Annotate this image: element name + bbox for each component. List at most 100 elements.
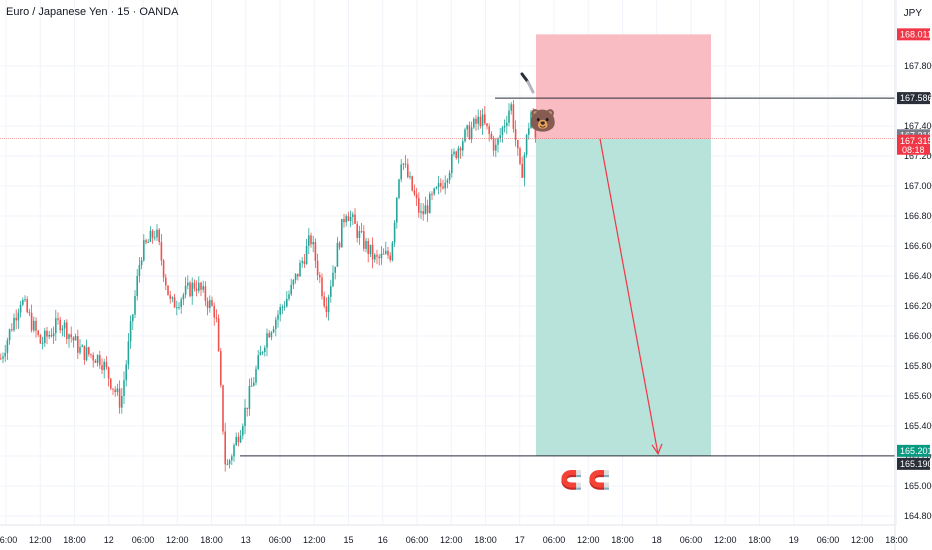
- candle-body: [325, 306, 328, 313]
- bear-icon: 🐻: [529, 108, 557, 133]
- candle-body: [479, 116, 482, 127]
- time-tick: 12:00: [577, 535, 600, 545]
- candle-body: [222, 385, 224, 432]
- candle-body: [81, 345, 83, 347]
- candle-body: [8, 329, 11, 341]
- candle-body: [226, 464, 229, 466]
- time-tick: 18:00: [474, 535, 497, 545]
- candle-body: [473, 118, 475, 128]
- price-labels: 168.011167.586167.318167.31508:18165.201…: [897, 28, 932, 470]
- candle-body: [279, 306, 281, 315]
- candle-body: [332, 272, 334, 287]
- candle-body: [503, 125, 506, 128]
- candle-body: [413, 190, 416, 195]
- candle-body: [140, 260, 143, 266]
- target-price-label: 165.201: [897, 444, 932, 457]
- svg-text:165.190: 165.190: [900, 459, 932, 469]
- candle-body: [213, 305, 215, 318]
- candle-body: [121, 396, 123, 408]
- candle-body: [66, 322, 68, 339]
- candle-body: [308, 235, 310, 246]
- price-tick: 165.000: [904, 481, 932, 491]
- symbol-title: Euro / Japanese Yen · 15 · OANDA: [6, 6, 179, 18]
- stop-loss-zone[interactable]: [536, 34, 711, 139]
- candle-body: [96, 355, 99, 364]
- candle-body: [233, 445, 235, 457]
- candle-body: [367, 240, 369, 255]
- candle-body: [57, 318, 59, 320]
- pencil-icon: [520, 72, 535, 94]
- candle-body: [90, 354, 92, 356]
- price-axis[interactable]: 167.800167.600167.400167.200167.000166.8…: [894, 0, 932, 550]
- candle-body: [420, 211, 422, 213]
- horizontal-levels[interactable]: [0, 97, 895, 457]
- candle-body: [224, 431, 226, 465]
- candle-body: [336, 242, 339, 267]
- candle-body: [211, 300, 213, 306]
- time-tick: 12:00: [29, 535, 52, 545]
- arrow-line[interactable]: [599, 138, 659, 454]
- candle-body: [156, 229, 158, 238]
- price-tick: 166.400: [904, 271, 932, 281]
- candle-body: [371, 244, 374, 260]
- time-axis[interactable]: 06:00 12:00 18:00 12 06:00 12:00 18:00 13 06:00 1…: [0, 524, 908, 545]
- candle-body: [118, 388, 121, 408]
- time-tick: 18: [652, 535, 662, 545]
- candle-body: [187, 282, 189, 286]
- candle-body: [323, 296, 325, 307]
- candle-body: [13, 317, 15, 331]
- candle-body: [167, 285, 169, 296]
- candle-body: [123, 380, 125, 397]
- candle-body: [195, 288, 198, 291]
- candle-body: [464, 129, 466, 142]
- candle-body: [316, 260, 319, 276]
- candle-body: [132, 314, 134, 322]
- candle-body: [297, 273, 299, 277]
- take-profit-zone[interactable]: [536, 138, 711, 456]
- candle-body: [41, 343, 44, 345]
- candle-body: [481, 114, 484, 127]
- candle-body: [30, 312, 33, 331]
- candle-body: [250, 385, 253, 387]
- candle-body: [158, 229, 160, 243]
- candle-body: [468, 125, 471, 140]
- svg-text:167.315: 167.315: [900, 136, 932, 146]
- candle-body: [266, 333, 268, 348]
- candle-body: [129, 321, 132, 342]
- candle-body: [314, 241, 317, 261]
- candle-body: [68, 334, 70, 339]
- candle-body: [455, 151, 457, 159]
- time-tick: 12:00: [440, 535, 463, 545]
- price-tick: 166.600: [904, 241, 932, 251]
- candle-body: [440, 183, 442, 187]
- candle-body: [374, 254, 376, 260]
- candle-body: [209, 300, 211, 308]
- candle-body: [184, 285, 187, 295]
- time-tick: 12:00: [166, 535, 189, 545]
- candle-body: [138, 265, 141, 276]
- time-tick: 06:00: [269, 535, 292, 545]
- candle-body: [105, 361, 108, 368]
- candle-body: [6, 340, 9, 353]
- candle-body: [499, 135, 501, 139]
- candle-body: [292, 280, 295, 285]
- price-tick: 166.200: [904, 301, 932, 311]
- candle-body: [530, 112, 532, 129]
- candle-body: [200, 282, 202, 290]
- candle-body: [347, 216, 350, 222]
- candle-body: [215, 317, 218, 319]
- candle-body: [451, 154, 453, 174]
- projection-arrow[interactable]: [599, 138, 663, 456]
- chart-grid: [0, 0, 897, 525]
- candle-body: [154, 237, 156, 239]
- candle-body: [268, 333, 270, 338]
- position-zones[interactable]: [536, 34, 711, 456]
- candle-body: [178, 307, 180, 309]
- candle-body: [319, 275, 321, 278]
- candle-body: [173, 297, 176, 308]
- candle-body: [514, 128, 517, 141]
- candle-body: [354, 214, 356, 224]
- candle-body: [116, 388, 119, 392]
- candle-body: [442, 186, 444, 189]
